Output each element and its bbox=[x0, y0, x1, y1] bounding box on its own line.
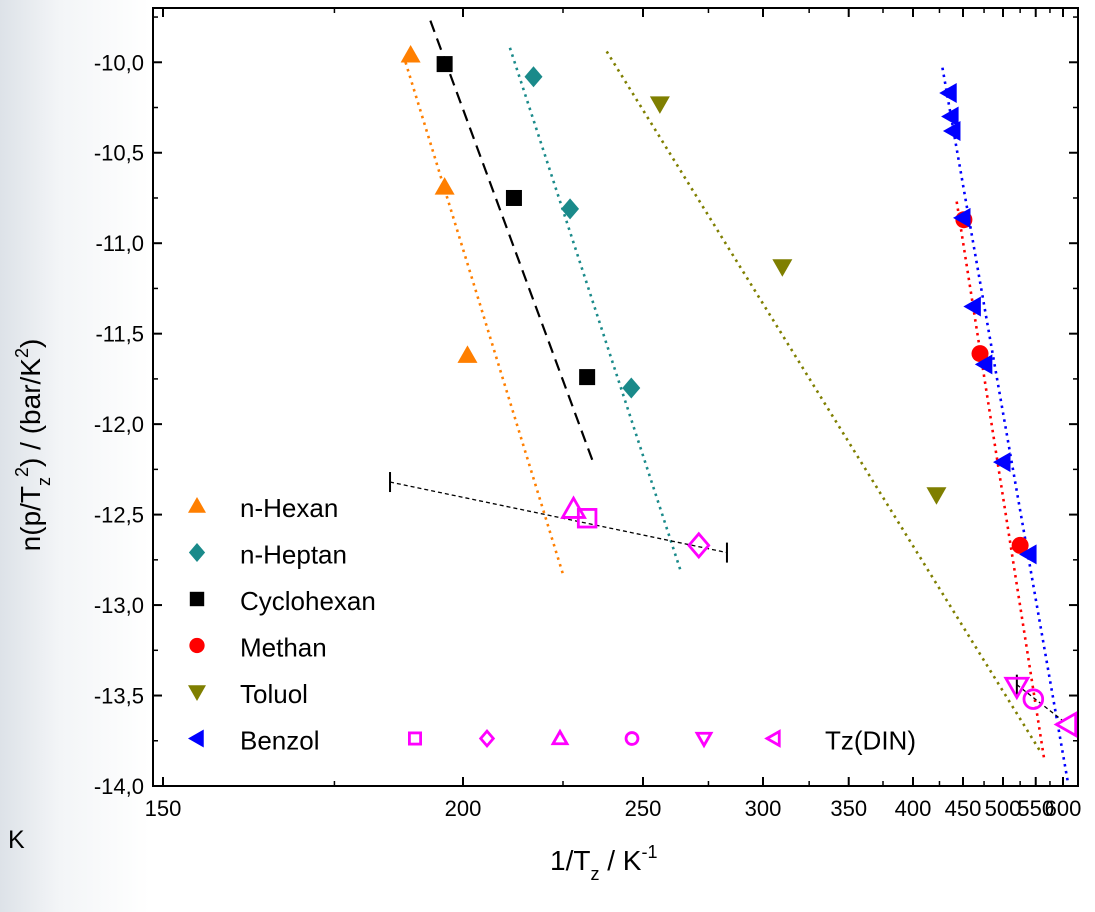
tz-din-point bbox=[687, 531, 711, 560]
legend-tz-marker bbox=[764, 729, 781, 748]
tz-din-point bbox=[1022, 688, 1045, 710]
y-tick-label: -12,0 bbox=[94, 412, 144, 437]
legend-tz-marker bbox=[550, 728, 570, 746]
legend-tz-label: Tz(DIN) bbox=[825, 726, 916, 756]
tz-din-point bbox=[576, 508, 598, 529]
data-point bbox=[436, 56, 453, 73]
data-point bbox=[942, 121, 961, 142]
data-point bbox=[457, 345, 478, 363]
data-point bbox=[400, 45, 421, 63]
axis-labels-layer: -10,0 -10,5 -11,0 -11,5 -12,0 -12,5 -13,0 -13,5… bbox=[12, 50, 1081, 884]
y-tick-label: -12,5 bbox=[94, 503, 144, 528]
x-tick-label: 200 bbox=[445, 796, 482, 821]
legend-tz-marker bbox=[478, 728, 496, 749]
data-point bbox=[953, 207, 971, 228]
stray-axis-unit-label: K bbox=[8, 826, 25, 854]
data-point bbox=[941, 106, 959, 127]
legend-item: n-Hexan bbox=[188, 493, 338, 523]
markers-layer bbox=[400, 45, 1078, 738]
fit-lines-layer bbox=[389, 20, 1070, 783]
fit-line bbox=[605, 50, 1043, 755]
x-tick-label: 250 bbox=[625, 796, 662, 821]
legend-label: Toluol bbox=[240, 679, 308, 709]
data-point bbox=[993, 452, 1011, 473]
y-tick-label: -13,0 bbox=[94, 593, 144, 618]
data-point bbox=[524, 66, 543, 88]
y-tick-label: -14,0 bbox=[94, 774, 144, 799]
legend-marker bbox=[189, 591, 205, 607]
plot-frame bbox=[152, 7, 1079, 787]
tz-din-point bbox=[1053, 711, 1078, 738]
x-tick-label: 600 bbox=[1045, 796, 1082, 821]
data-point bbox=[971, 345, 989, 363]
legend-item: Toluol bbox=[188, 679, 308, 709]
legend-marker bbox=[188, 729, 204, 748]
x-tick-label: 550 bbox=[1017, 796, 1054, 821]
data-point bbox=[926, 487, 947, 505]
data-point bbox=[1011, 536, 1029, 554]
axes-layer bbox=[152, 7, 1079, 787]
fit-line bbox=[404, 61, 565, 575]
y-tick-label: -10,5 bbox=[94, 141, 144, 166]
y-tick-label: -11,5 bbox=[95, 322, 144, 347]
x-tick-label: 400 bbox=[895, 796, 932, 821]
x-tick-label: 500 bbox=[985, 796, 1022, 821]
data-point bbox=[1019, 544, 1037, 565]
data-point bbox=[963, 296, 981, 317]
y-tick-label: -13,5 bbox=[94, 684, 144, 709]
legend-item: n-Heptan bbox=[188, 540, 347, 570]
data-point bbox=[434, 177, 455, 195]
legend-tz-marker bbox=[694, 731, 714, 749]
x-axis-label: 1/Tz / K-1 bbox=[550, 842, 658, 884]
data-point bbox=[939, 83, 957, 104]
legend-label: Cyclohexan bbox=[240, 586, 376, 616]
legend-item: Methan bbox=[189, 633, 327, 663]
fit-line bbox=[941, 67, 1070, 783]
x-tick-label: 350 bbox=[830, 796, 867, 821]
legend-label: n-Hexan bbox=[240, 493, 338, 523]
legend-marker bbox=[188, 685, 206, 701]
tz-din-point bbox=[560, 495, 587, 519]
legend-tz-marker bbox=[624, 731, 640, 746]
data-point bbox=[561, 198, 580, 220]
legend-label: Benzol bbox=[240, 726, 320, 756]
fit-line bbox=[508, 47, 683, 573]
legend-tz-marker bbox=[407, 731, 422, 746]
legend: n-Hexan n-Heptan Cyclohexan Methan Toluol Ben… bbox=[188, 493, 916, 756]
legend-marker bbox=[188, 543, 206, 562]
legend-item: Cyclohexan bbox=[189, 586, 376, 616]
y-tick-label: -11,0 bbox=[95, 231, 144, 256]
fit-line bbox=[955, 201, 1046, 761]
data-point bbox=[622, 377, 641, 399]
tz-fit-line bbox=[389, 481, 728, 554]
y-tick-label: -10,0 bbox=[94, 50, 144, 75]
legend-label: n-Heptan bbox=[240, 540, 347, 570]
legend-marker bbox=[188, 497, 206, 513]
data-point bbox=[505, 189, 522, 206]
tz-fit-line bbox=[1016, 684, 1064, 722]
data-point bbox=[772, 259, 793, 277]
x-tick-label: 300 bbox=[745, 796, 782, 821]
data-point bbox=[974, 354, 993, 375]
fit-line bbox=[429, 20, 595, 465]
tz-din-point bbox=[1003, 676, 1031, 701]
x-tick-label: 450 bbox=[945, 796, 982, 821]
legend-label: Methan bbox=[240, 633, 327, 663]
legend-marker bbox=[189, 637, 205, 654]
data-point bbox=[579, 369, 596, 386]
data-point bbox=[649, 96, 670, 114]
y-axis-label: n(p/Tz2) / (bar/K2) bbox=[12, 339, 54, 552]
legend-item: Benzol bbox=[188, 726, 320, 756]
x-tick-label: 150 bbox=[145, 796, 182, 821]
